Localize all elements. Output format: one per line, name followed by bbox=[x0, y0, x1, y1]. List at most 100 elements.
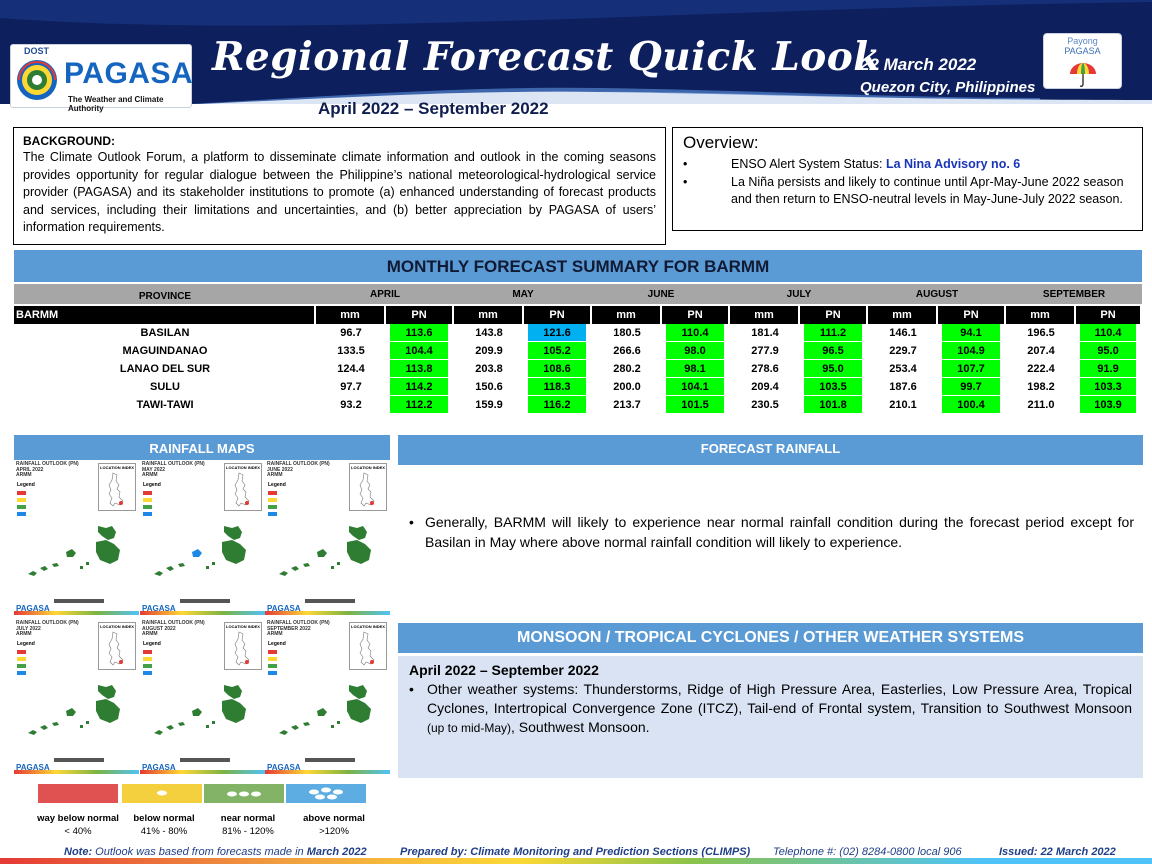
map-scale-bar bbox=[180, 758, 230, 762]
mm-header: mm bbox=[1006, 306, 1077, 324]
payong-label: Payong bbox=[1067, 36, 1098, 46]
mm-value: 211.0 bbox=[1006, 396, 1077, 414]
map-legend-label: Legend bbox=[17, 482, 35, 488]
province-name: TAWI-TAWI bbox=[14, 396, 316, 414]
legend-swatch bbox=[143, 498, 152, 502]
rainfall-map-thumbnail[interactable]: RAINFALL OUTLOOK (PN) SEPTEMBER 2022 ARMM L… bbox=[265, 619, 390, 774]
bullet: • bbox=[409, 681, 414, 697]
philippines-map-icon bbox=[234, 631, 250, 666]
umbrella-icon bbox=[1070, 63, 1096, 87]
pn-value: 99.7 bbox=[938, 378, 1007, 396]
table-row: MAGUINDANAO 133.5 104.4 209.9 105.2 266.6 98.0… bbox=[14, 342, 1143, 360]
map-region: ARMM bbox=[267, 472, 283, 478]
mm-value: 196.5 bbox=[1006, 324, 1077, 342]
legend-segment bbox=[286, 784, 366, 803]
table-row: TAWI-TAWI 93.2 112.2 159.9 116.2 213.7 101.5 23… bbox=[14, 396, 1143, 414]
overview-heading: Overview: bbox=[683, 133, 759, 152]
rainfall-map-thumbnail[interactable]: RAINFALL OUTLOOK (PN) JUNE 2022 ARMM Legend… bbox=[265, 460, 390, 615]
mm-value: 96.7 bbox=[316, 324, 386, 342]
legend-label: above normal >120% bbox=[286, 812, 382, 838]
mm-value: 222.4 bbox=[1006, 360, 1077, 378]
map-scale-bar bbox=[54, 758, 104, 762]
mm-value: 146.1 bbox=[868, 324, 938, 342]
pn-header: PN bbox=[524, 306, 592, 324]
mm-value: 253.4 bbox=[868, 360, 938, 378]
legend-swatch bbox=[268, 512, 277, 516]
map-legend-label: Legend bbox=[268, 482, 286, 488]
map-title: RAINFALL OUTLOOK (PN) JUNE 2022 ARMM bbox=[267, 461, 330, 479]
mm-value: 97.7 bbox=[316, 378, 386, 396]
mm-value: 209.9 bbox=[454, 342, 524, 360]
legend-swatch bbox=[17, 505, 26, 509]
pn-value: 110.4 bbox=[1076, 324, 1143, 342]
location-index-inset: LOCATION INDEX bbox=[98, 622, 136, 670]
mm-value: 133.5 bbox=[316, 342, 386, 360]
mm-value: 150.6 bbox=[454, 378, 524, 396]
region-label: BARMM bbox=[14, 306, 316, 324]
mm-value: 266.6 bbox=[592, 342, 662, 360]
overview-item-lanina: • La Niña persists and likely to continu… bbox=[683, 174, 1132, 209]
map-title-text: RAINFALL OUTLOOK (PN) bbox=[142, 620, 205, 626]
legend-segment bbox=[38, 784, 118, 803]
mm-value: 198.2 bbox=[1006, 378, 1077, 396]
pn-header: PN bbox=[938, 306, 1007, 324]
map-color-strip bbox=[14, 770, 139, 774]
mm-value: 213.7 bbox=[592, 396, 662, 414]
mm-value: 187.6 bbox=[868, 378, 938, 396]
pagasa-logo: DOST PAGASA The Weather and Climate Auth… bbox=[10, 44, 194, 113]
legend-swatch bbox=[143, 671, 152, 675]
note-text: Outlook was based from forecasts made in bbox=[95, 846, 304, 858]
map-title-text: RAINFALL OUTLOOK (PN) bbox=[267, 461, 330, 467]
legend-category: way below normal bbox=[37, 813, 119, 824]
pn-value: 100.4 bbox=[938, 396, 1007, 414]
mm-header: mm bbox=[868, 306, 938, 324]
pn-value: 107.7 bbox=[938, 360, 1007, 378]
month-header: MAY bbox=[454, 284, 592, 306]
legend-swatch bbox=[143, 657, 152, 661]
mini-pagasa-logo: PAGASA bbox=[267, 763, 301, 772]
location-index-inset: LOCATION INDEX bbox=[349, 463, 387, 511]
pn-value: 103.5 bbox=[800, 378, 868, 396]
legend-swatch bbox=[268, 671, 277, 675]
legend-swatch bbox=[143, 650, 152, 654]
pn-value: 113.8 bbox=[386, 360, 454, 378]
map-month: JULY 2022 bbox=[16, 625, 41, 632]
enso-label: ENSO Alert System Status: bbox=[731, 157, 883, 171]
month-header: JULY bbox=[730, 284, 868, 306]
mm-value: 203.8 bbox=[454, 360, 524, 378]
pagasa-wordmark: PAGASA bbox=[64, 57, 194, 90]
philippines-map-icon bbox=[359, 472, 375, 507]
forecast-rainfall-text: • Generally, BARMM will likely to experi… bbox=[409, 512, 1134, 552]
rainfall-maps-heading: RAINFALL MAPS bbox=[14, 435, 390, 460]
month-header: AUGUST bbox=[868, 284, 1007, 306]
month-header: SEPTEMBER bbox=[1006, 284, 1143, 306]
footer-issued: Issued: 22 March 2022 bbox=[999, 846, 1116, 858]
tagline: The Weather and Climate Authority bbox=[68, 95, 164, 113]
map-region: ARMM bbox=[142, 631, 158, 637]
barmm-map-icon bbox=[28, 526, 120, 576]
legend-swatch bbox=[17, 664, 26, 668]
barmm-map-icon bbox=[28, 685, 120, 735]
legend-label: below normal 41% - 80% bbox=[116, 812, 212, 838]
mm-header: mm bbox=[316, 306, 386, 324]
inset-label: LOCATION INDEX bbox=[226, 465, 260, 470]
rainfall-map-thumbnail[interactable]: RAINFALL OUTLOOK (PN) JULY 2022 ARMM Legend… bbox=[14, 619, 139, 774]
mm-value: 200.0 bbox=[592, 378, 662, 396]
summary-heading: MONTHLY FORECAST SUMMARY FOR BARMM bbox=[14, 250, 1142, 282]
forecast-period: April 2022 – September 2022 bbox=[318, 99, 549, 118]
map-legend-label: Legend bbox=[268, 641, 286, 647]
rainfall-map-thumbnail[interactable]: RAINFALL OUTLOOK (PN) MAY 2022 ARMM Legend L… bbox=[140, 460, 265, 615]
pn-value: 95.0 bbox=[800, 360, 868, 378]
rainfall-map-thumbnail[interactable]: RAINFALL OUTLOOK (PN) AUGUST 2022 ARMM Lege… bbox=[140, 619, 265, 774]
map-region: ARMM bbox=[16, 472, 32, 478]
philippines-map-icon bbox=[108, 631, 124, 666]
barmm-map-icon bbox=[154, 526, 246, 576]
map-title: RAINFALL OUTLOOK (PN) JULY 2022 ARMM bbox=[16, 620, 79, 638]
map-title: RAINFALL OUTLOOK (PN) MAY 2022 ARMM bbox=[142, 461, 205, 479]
mm-value: 93.2 bbox=[316, 396, 386, 414]
mini-pagasa-logo: PAGASA bbox=[16, 604, 50, 613]
legend-label: near normal 81% - 120% bbox=[200, 812, 296, 838]
rainfall-map-thumbnail[interactable]: RAINFALL OUTLOOK (PN) APRIL 2022 ARMM Legen… bbox=[14, 460, 139, 615]
mm-value: 210.1 bbox=[868, 396, 938, 414]
map-title: RAINFALL OUTLOOK (PN) SEPTEMBER 2022 ARMM bbox=[267, 620, 330, 638]
